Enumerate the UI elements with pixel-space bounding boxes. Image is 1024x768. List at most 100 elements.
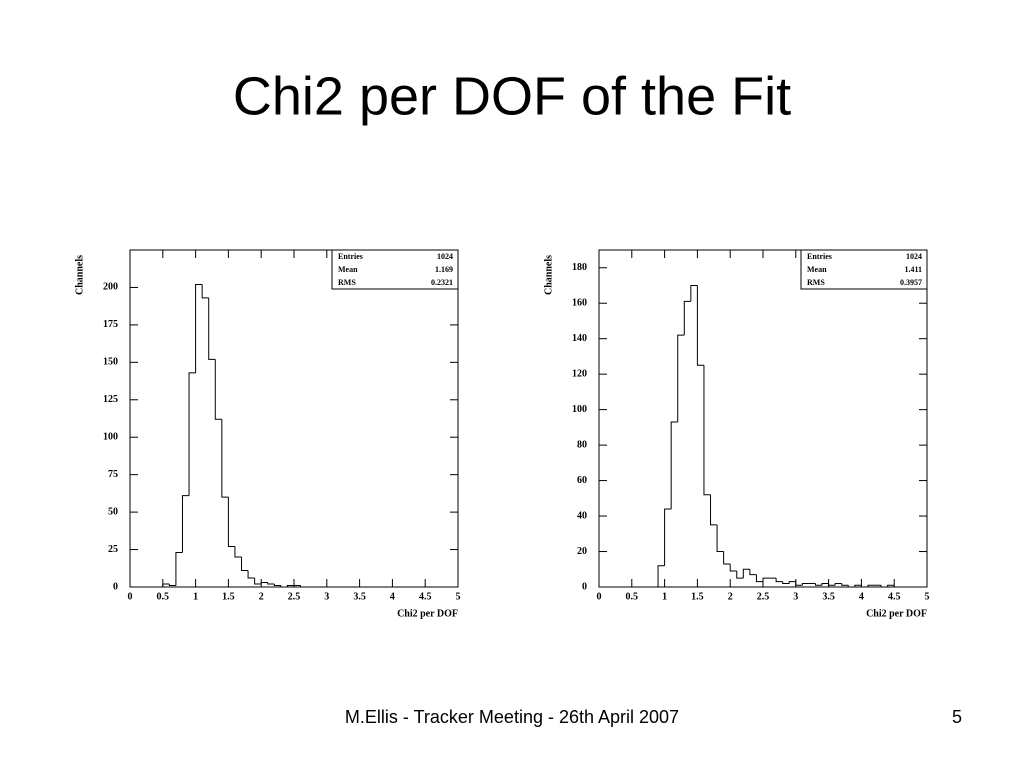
histogram-bin <box>749 569 757 576</box>
slide-title: Chi2 per DOF of the Fit <box>233 66 791 126</box>
histogram-bin <box>887 584 895 587</box>
histogram-bin <box>710 494 718 526</box>
x-tick-label: 2 <box>728 591 733 602</box>
y-tick-label: 120 <box>572 368 587 379</box>
stats-label: Mean <box>807 265 827 274</box>
histogram-bin <box>847 585 855 588</box>
y-tick-label: 25 <box>108 544 118 555</box>
histogram-bin <box>286 585 294 587</box>
histogram-bin <box>814 583 823 586</box>
x-tick-label: 2 <box>259 591 264 602</box>
y-tick-label: 175 <box>103 319 118 330</box>
histogram-bin <box>690 284 698 302</box>
stats-box <box>800 249 928 290</box>
histogram-bin <box>214 359 222 420</box>
y-axis-label: Channels <box>74 255 85 295</box>
histogram-bin <box>860 585 868 588</box>
stats-value: 0.3957 <box>900 278 922 287</box>
histogram-bin <box>828 583 836 586</box>
histogram-bin <box>267 582 275 585</box>
histogram-bin <box>260 582 268 585</box>
x-tick-label: 1.5 <box>222 591 235 602</box>
stats-label: Mean <box>338 265 358 274</box>
histogram-bin <box>821 582 829 586</box>
x-tick-label: 3 <box>793 591 798 602</box>
histogram-bin <box>762 577 770 582</box>
histogram-bin <box>188 372 196 496</box>
stats-label: Entries <box>338 252 363 261</box>
histogram-bin <box>716 524 724 553</box>
histogram-bin <box>801 582 809 586</box>
histogram-bin <box>254 578 262 585</box>
histogram-bin <box>221 419 229 498</box>
histogram-bin <box>775 578 783 583</box>
histogram-bin <box>247 570 255 579</box>
y-tick-label: 75 <box>108 469 118 480</box>
histogram-bin <box>742 568 750 579</box>
histogram-bin <box>729 563 737 572</box>
x-tick-label: 4 <box>859 591 864 602</box>
y-tick-label: 50 <box>108 506 118 517</box>
histogram-bin <box>664 508 672 566</box>
stats-label: RMS <box>338 278 356 287</box>
histogram-bin <box>181 495 190 553</box>
histogram-bin <box>880 585 888 588</box>
stats-label: RMS <box>807 278 825 287</box>
y-tick-label: 125 <box>103 394 118 405</box>
x-tick-label: 0 <box>128 591 133 602</box>
x-tick-label: 3 <box>324 591 329 602</box>
histogram-bin <box>841 583 849 586</box>
y-tick-label: 0 <box>113 581 118 592</box>
x-tick-label: 1 <box>193 591 198 602</box>
stats-label: Entries <box>807 252 832 261</box>
histogram-bin <box>723 551 731 565</box>
y-tick-label: 180 <box>572 262 587 273</box>
x-tick-label: 1 <box>662 591 667 602</box>
histogram-bin <box>755 574 763 583</box>
x-tick-label: 0.5 <box>157 591 170 602</box>
histogram-bin <box>168 584 176 587</box>
histogram-bin <box>241 557 249 572</box>
y-tick-label: 20 <box>577 546 587 557</box>
histogram-bin <box>867 584 875 587</box>
stats-value: 1.411 <box>904 265 922 274</box>
x-tick-label: 4.5 <box>419 591 432 602</box>
histogram-bin <box>795 581 803 586</box>
histogram-bin <box>201 284 209 299</box>
histogram-bin <box>788 581 796 584</box>
y-tick-label: 200 <box>103 282 118 293</box>
histogram-bin <box>280 585 288 588</box>
stats-value: 1024 <box>906 252 922 261</box>
x-tick-label: 0.5 <box>626 591 639 602</box>
x-tick-label: 4.5 <box>888 591 901 602</box>
x-axis-label: Chi2 per DOF <box>397 608 458 619</box>
histogram-bin <box>234 546 242 558</box>
x-tick-label: 5 <box>456 591 461 602</box>
histogram-bin <box>696 285 704 366</box>
x-tick-label: 3.5 <box>353 591 366 602</box>
histogram-bin <box>175 552 183 586</box>
histogram-bin <box>683 300 691 336</box>
y-tick-label: 40 <box>577 510 587 521</box>
stats-box <box>331 249 459 290</box>
x-tick-label: 1.5 <box>691 591 704 602</box>
x-tick-label: 4 <box>390 591 395 602</box>
x-tick-label: 2.5 <box>288 591 301 602</box>
footer: M.Ellis - Tracker Meeting - 26th April 2… <box>345 707 679 727</box>
histogram-bin <box>782 581 790 584</box>
stats-value: 1024 <box>437 252 453 261</box>
x-tick-label: 0 <box>597 591 602 602</box>
histogram-bin <box>670 421 678 509</box>
y-tick-label: 100 <box>103 432 118 443</box>
histogram-bin <box>834 582 842 586</box>
x-axis-label: Chi2 per DOF <box>866 608 927 619</box>
y-tick-label: 0 <box>582 581 587 592</box>
stats-value: 1.169 <box>435 265 453 274</box>
page-number: 5 <box>952 707 962 727</box>
x-tick-label: 2.5 <box>757 591 770 602</box>
histogram-bin <box>300 585 308 588</box>
histogram-bin <box>162 583 170 587</box>
histogram-bin <box>208 297 216 360</box>
histogram-bin <box>854 584 862 587</box>
